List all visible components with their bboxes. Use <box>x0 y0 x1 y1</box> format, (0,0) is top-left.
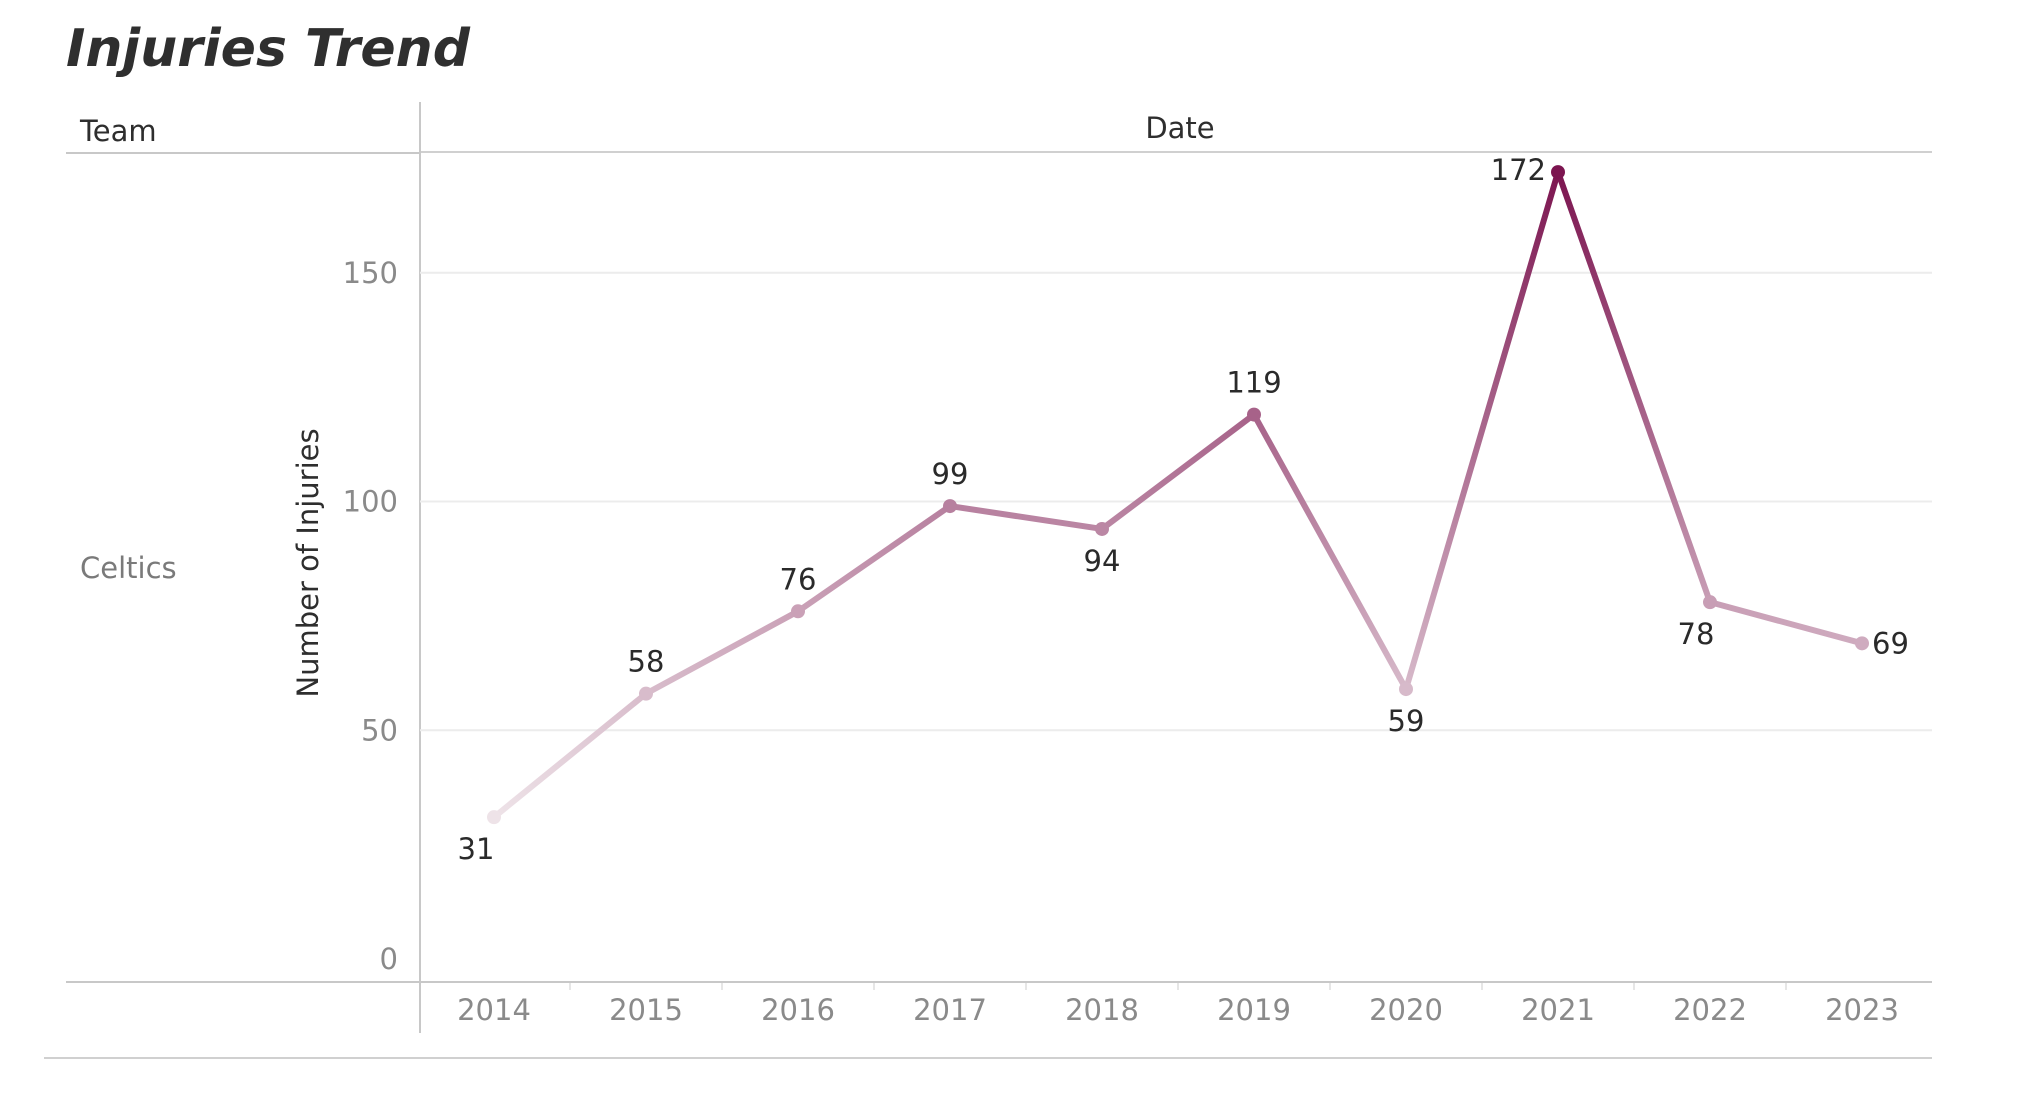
x-tick-label: 2018 <box>1065 993 1139 1027</box>
line-segment <box>1707 599 1865 647</box>
y-tick-label: 50 <box>361 713 398 747</box>
data-point[interactable] <box>1399 682 1413 697</box>
line-segment <box>795 503 953 615</box>
data-label: 94 <box>1084 544 1121 578</box>
data-label: 78 <box>1678 617 1715 651</box>
y-axis-ticks: 0 50 100 150 <box>343 256 398 976</box>
line-segment <box>491 690 649 821</box>
x-tick-label: 2016 <box>761 993 835 1027</box>
line-segment <box>1555 169 1713 606</box>
x-tick-label: 2015 <box>609 993 683 1027</box>
x-tick-label: 2020 <box>1369 993 1443 1027</box>
data-label: 31 <box>458 832 495 866</box>
data-label: 172 <box>1491 153 1546 187</box>
date-column-header: Date <box>1145 111 1214 145</box>
chart-title: Injuries Trend <box>66 19 471 79</box>
data-point[interactable] <box>943 499 957 514</box>
series-markers <box>487 165 1869 825</box>
line-segment <box>1403 169 1561 693</box>
data-point[interactable] <box>1855 636 1869 651</box>
data-label: 99 <box>932 457 969 491</box>
data-label: 59 <box>1388 704 1425 738</box>
data-point[interactable] <box>487 810 501 825</box>
line-segment <box>1099 411 1257 532</box>
x-axis-ticks: 2014 2015 2016 2017 2018 2019 2020 2021 2022 2023 <box>457 983 1899 1027</box>
data-labels: 31 58 76 99 94 119 59 172 78 69 <box>458 153 1909 866</box>
row-label-celtics: Celtics <box>80 551 177 585</box>
line-segment <box>643 608 801 697</box>
table-dividers <box>44 102 1932 1059</box>
x-tick-label: 2014 <box>457 993 531 1027</box>
data-point[interactable] <box>791 604 805 619</box>
data-point[interactable] <box>1095 521 1109 536</box>
line-segment <box>1251 411 1409 693</box>
data-point[interactable] <box>1551 165 1565 180</box>
x-tick-label: 2017 <box>913 993 987 1027</box>
y-tick-label: 150 <box>343 256 398 290</box>
data-point[interactable] <box>1247 407 1261 422</box>
data-label: 119 <box>1226 366 1281 400</box>
x-tick-label: 2021 <box>1521 993 1595 1027</box>
header-row: Team Date <box>79 111 1215 148</box>
series-line <box>491 169 1865 821</box>
y-tick-label: 100 <box>343 485 398 519</box>
y-tick-label: 0 <box>380 942 398 976</box>
gridlines <box>420 271 1932 732</box>
data-label: 76 <box>780 562 817 596</box>
data-point[interactable] <box>639 686 653 701</box>
team-column-header: Team <box>79 114 157 148</box>
x-tick-label: 2023 <box>1825 993 1899 1027</box>
data-point[interactable] <box>1703 595 1717 610</box>
data-label: 58 <box>628 645 665 679</box>
line-segment <box>947 503 1105 532</box>
x-tick-label: 2019 <box>1217 993 1291 1027</box>
data-label: 69 <box>1872 626 1909 660</box>
x-tick-label: 2022 <box>1673 993 1747 1027</box>
y-axis-title: Number of Injuries <box>291 428 325 697</box>
